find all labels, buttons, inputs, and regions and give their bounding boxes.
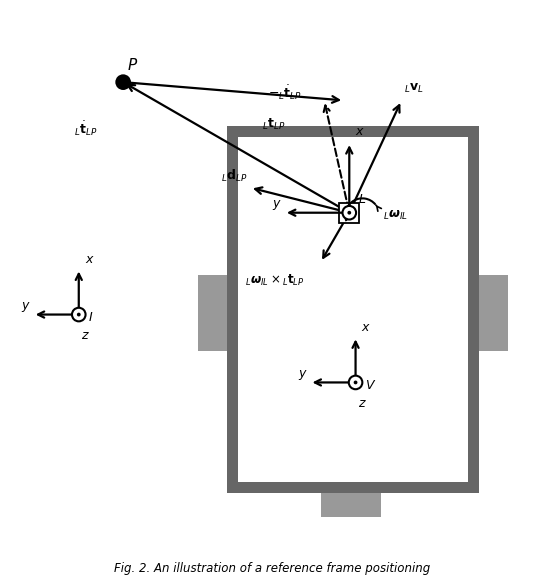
Bar <box>339 203 359 223</box>
Text: L: L <box>358 194 366 206</box>
Text: y: y <box>273 197 280 210</box>
Text: $-_L\dot{\mathbf{t}}_{LP}$: $-_L\dot{\mathbf{t}}_{LP}$ <box>268 83 302 102</box>
Circle shape <box>348 211 351 214</box>
Text: $_L\boldsymbol{\omega}_{IL} \times {}_L\mathbf{t}_{LP}$: $_L\boldsymbol{\omega}_{IL} \times {}_L\… <box>245 273 304 288</box>
Text: y: y <box>21 299 29 312</box>
Text: $_L\mathbf{d}_{LP}$: $_L\mathbf{d}_{LP}$ <box>221 168 248 184</box>
Circle shape <box>343 206 356 220</box>
Text: x: x <box>85 253 92 266</box>
Text: z: z <box>82 329 88 342</box>
Text: P: P <box>127 58 137 73</box>
Text: $_L\mathbf{v}_L$: $_L\mathbf{v}_L$ <box>404 82 424 95</box>
Bar <box>199 275 226 351</box>
Text: Fig. 2. An illustration of a reference frame positioning: Fig. 2. An illustration of a reference f… <box>114 562 430 575</box>
Circle shape <box>115 75 131 90</box>
Circle shape <box>349 376 362 389</box>
Bar <box>479 275 508 351</box>
Text: y: y <box>298 367 305 380</box>
Bar <box>321 493 380 517</box>
Text: V: V <box>365 379 374 392</box>
Text: z: z <box>358 397 364 410</box>
Text: I: I <box>88 311 92 324</box>
Text: x: x <box>356 125 363 138</box>
Circle shape <box>354 380 357 384</box>
Text: x: x <box>362 321 369 334</box>
Circle shape <box>77 313 81 317</box>
Bar <box>226 125 479 493</box>
Bar <box>238 137 468 481</box>
Circle shape <box>72 307 85 321</box>
Text: $_L\mathbf{t}_{LP}$: $_L\mathbf{t}_{LP}$ <box>262 117 286 132</box>
Text: $_L\boldsymbol{\omega}_{IL}$: $_L\boldsymbol{\omega}_{IL}$ <box>383 209 409 222</box>
Text: $_L\dot{\mathbf{t}}_{LP}$: $_L\dot{\mathbf{t}}_{LP}$ <box>73 120 97 139</box>
